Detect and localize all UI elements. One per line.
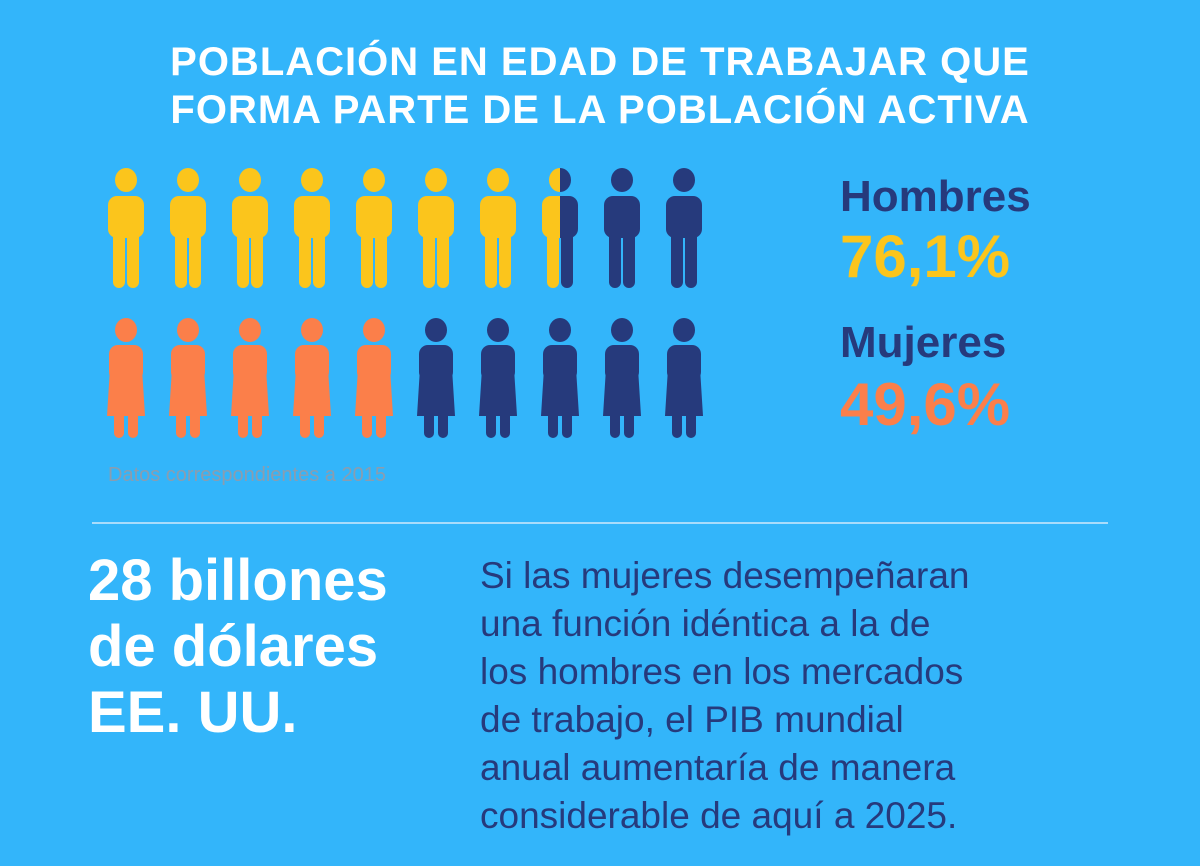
paragraph-line-4: de trabajo, el PIB mundial xyxy=(480,699,904,740)
paragraph-line-6: considerable de aquí a 2025. xyxy=(480,795,958,836)
paragraph-line-2: una función idéntica a la de xyxy=(480,603,931,644)
men-pictogram-row xyxy=(106,168,704,290)
man-icon-inactive xyxy=(604,168,640,288)
woman-icon-inactive xyxy=(541,318,579,438)
highlight-figure: 28 billones de dólares EE. UU. xyxy=(88,548,388,746)
highlight-line-3: EE. UU. xyxy=(88,680,298,745)
title-line-2: FORMA PARTE DE LA POBLACIÓN ACTIVA xyxy=(170,88,1030,132)
woman-icon-inactive xyxy=(665,318,703,438)
women-label: Mujeres xyxy=(840,318,1007,367)
man-icon-active xyxy=(294,168,330,288)
women-value: 49,6% xyxy=(840,371,1011,438)
woman-icon-inactive xyxy=(603,318,641,438)
man-icon-active xyxy=(418,168,454,288)
highlight-line-1: 28 billones xyxy=(88,548,388,613)
man-icon-half xyxy=(542,168,578,288)
paragraph-line-1: Si las mujeres desempeñaran xyxy=(480,555,970,596)
woman-icon-active xyxy=(107,318,145,438)
man-icon-active xyxy=(480,168,516,288)
man-icon-active xyxy=(356,168,392,288)
highlight-line-2: de dólares xyxy=(88,614,379,679)
woman-icon-inactive xyxy=(479,318,517,438)
chart-title: POBLACIÓN EN EDAD DE TRABAJAR QUE FORMA … xyxy=(0,38,1200,134)
woman-icon-inactive xyxy=(417,318,455,438)
man-icon-inactive xyxy=(666,168,702,288)
paragraph-line-3: los hombres en los mercados xyxy=(480,651,964,692)
man-icon-active xyxy=(232,168,268,288)
woman-icon-active xyxy=(169,318,207,438)
data-source-note: Datos correspondientes a 2015 xyxy=(108,464,386,486)
paragraph-line-5: anual aumentaría de manera xyxy=(480,747,956,788)
explanation-paragraph: Si las mujeres desempeñaran una función … xyxy=(480,552,1100,840)
divider xyxy=(92,522,1108,524)
men-value: 76,1% xyxy=(840,223,1011,290)
man-icon-active xyxy=(170,168,206,288)
men-label: Hombres xyxy=(840,172,1031,221)
title-line-1: POBLACIÓN EN EDAD DE TRABAJAR QUE xyxy=(170,40,1030,84)
woman-icon-active xyxy=(293,318,331,438)
woman-icon-active xyxy=(231,318,269,438)
man-icon-active xyxy=(108,168,144,288)
woman-icon-active xyxy=(355,318,393,438)
women-pictogram-row xyxy=(106,318,704,440)
